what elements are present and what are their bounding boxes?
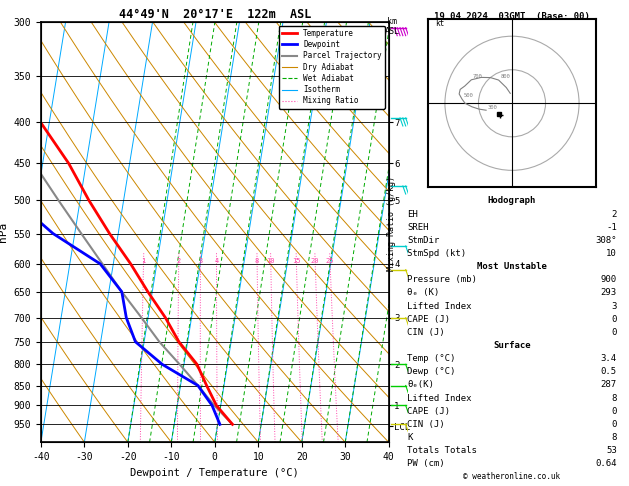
Text: 3: 3 bbox=[198, 258, 203, 264]
Text: 0: 0 bbox=[611, 315, 617, 324]
Text: CIN (J): CIN (J) bbox=[407, 420, 445, 429]
Text: Lifted Index: Lifted Index bbox=[407, 302, 472, 311]
Text: 10: 10 bbox=[267, 258, 275, 264]
Text: 4: 4 bbox=[214, 258, 219, 264]
Y-axis label: hPa: hPa bbox=[0, 222, 8, 242]
Text: 800: 800 bbox=[500, 74, 510, 79]
Text: 287: 287 bbox=[601, 381, 617, 389]
Text: 8: 8 bbox=[611, 433, 617, 442]
Text: 3: 3 bbox=[611, 302, 617, 311]
Text: 53: 53 bbox=[606, 446, 617, 455]
Legend: Temperature, Dewpoint, Parcel Trajectory, Dry Adiabat, Wet Adiabat, Isotherm, Mi: Temperature, Dewpoint, Parcel Trajectory… bbox=[279, 26, 385, 108]
Text: CAPE (J): CAPE (J) bbox=[407, 407, 450, 416]
Text: 3.4: 3.4 bbox=[601, 354, 617, 363]
Text: StmDir: StmDir bbox=[407, 236, 440, 245]
Text: StmSpd (kt): StmSpd (kt) bbox=[407, 249, 466, 258]
Text: 900: 900 bbox=[601, 276, 617, 284]
Text: 10: 10 bbox=[606, 249, 617, 258]
Text: 0: 0 bbox=[611, 420, 617, 429]
Text: kt: kt bbox=[435, 19, 444, 28]
Text: CAPE (J): CAPE (J) bbox=[407, 315, 450, 324]
Text: 15: 15 bbox=[292, 258, 301, 264]
Text: θₑ(K): θₑ(K) bbox=[407, 381, 434, 389]
Text: θₑ (K): θₑ (K) bbox=[407, 289, 440, 297]
Text: PW (cm): PW (cm) bbox=[407, 459, 445, 469]
Text: CIN (J): CIN (J) bbox=[407, 328, 445, 337]
Text: Hodograph: Hodograph bbox=[488, 196, 536, 206]
Text: Mixing Ratio (g/kg): Mixing Ratio (g/kg) bbox=[387, 176, 396, 271]
Text: 293: 293 bbox=[601, 289, 617, 297]
Text: 500: 500 bbox=[464, 93, 473, 98]
X-axis label: Dewpoint / Temperature (°C): Dewpoint / Temperature (°C) bbox=[130, 468, 299, 478]
Text: 0: 0 bbox=[611, 328, 617, 337]
Text: -1: -1 bbox=[606, 223, 617, 232]
Text: km
ASL: km ASL bbox=[384, 17, 399, 36]
Text: © weatheronline.co.uk: © weatheronline.co.uk bbox=[464, 472, 560, 482]
Text: 0.64: 0.64 bbox=[595, 459, 617, 469]
Text: Surface: Surface bbox=[493, 341, 531, 350]
Text: 0.5: 0.5 bbox=[601, 367, 617, 376]
Text: 2: 2 bbox=[611, 209, 617, 219]
Text: 300: 300 bbox=[487, 104, 498, 109]
Text: 19.04.2024  03GMT  (Base: 00): 19.04.2024 03GMT (Base: 00) bbox=[434, 12, 590, 21]
Text: Most Unstable: Most Unstable bbox=[477, 262, 547, 271]
Text: Dewp (°C): Dewp (°C) bbox=[407, 367, 455, 376]
Text: 1: 1 bbox=[142, 258, 146, 264]
Text: 8: 8 bbox=[255, 258, 259, 264]
Text: 2: 2 bbox=[177, 258, 181, 264]
Text: 0: 0 bbox=[611, 407, 617, 416]
Text: 20: 20 bbox=[311, 258, 320, 264]
Text: Totals Totals: Totals Totals bbox=[407, 446, 477, 455]
Text: 700: 700 bbox=[473, 74, 483, 79]
Text: EH: EH bbox=[407, 209, 418, 219]
Text: 25: 25 bbox=[326, 258, 335, 264]
Text: 8: 8 bbox=[611, 394, 617, 402]
Text: Lifted Index: Lifted Index bbox=[407, 394, 472, 402]
Title: 44°49'N  20°17'E  122m  ASL: 44°49'N 20°17'E 122m ASL bbox=[119, 8, 311, 21]
Text: K: K bbox=[407, 433, 413, 442]
Text: Temp (°C): Temp (°C) bbox=[407, 354, 455, 363]
Text: SREH: SREH bbox=[407, 223, 429, 232]
Text: Pressure (mb): Pressure (mb) bbox=[407, 276, 477, 284]
Text: 308°: 308° bbox=[595, 236, 617, 245]
